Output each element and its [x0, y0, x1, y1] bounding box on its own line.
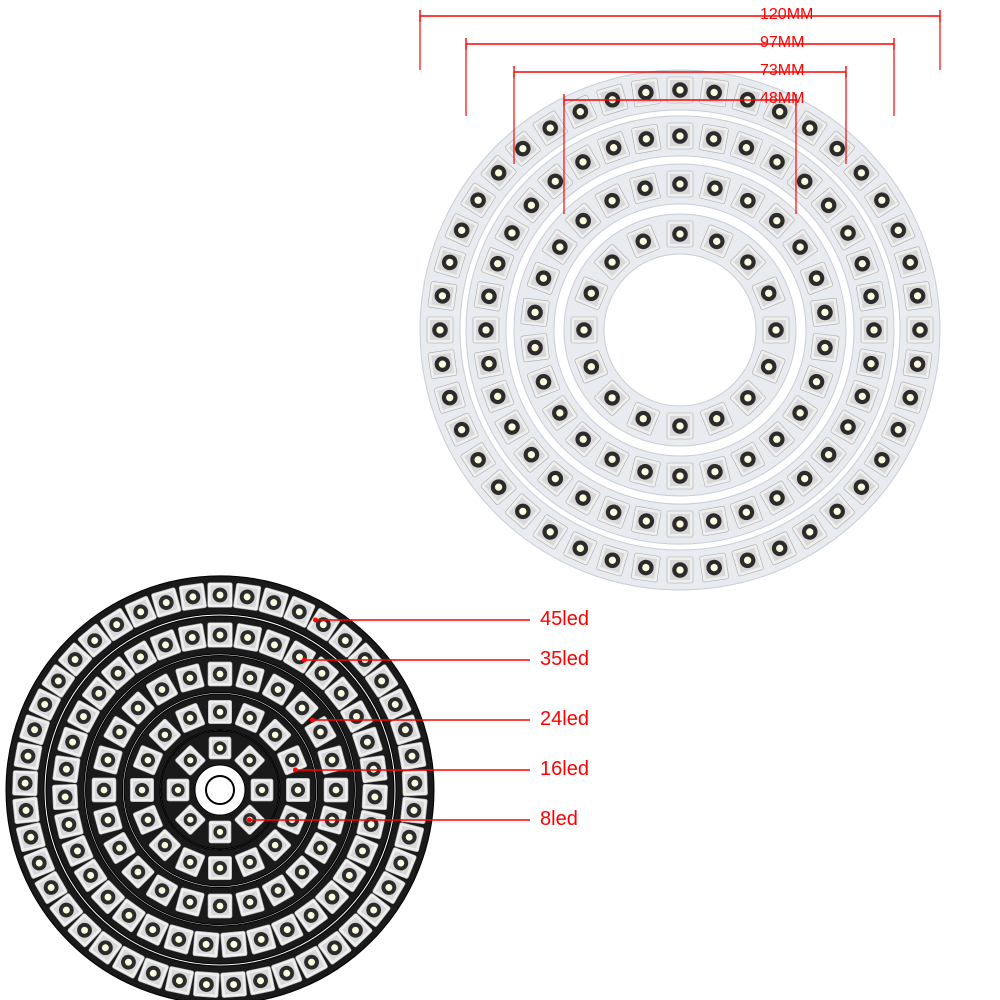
led-chip — [324, 778, 348, 802]
led-chip — [208, 583, 233, 608]
led-chip — [54, 810, 84, 840]
led-chip — [179, 583, 207, 611]
led-chip — [631, 506, 661, 536]
led-chip — [208, 856, 231, 879]
led-chip — [474, 281, 504, 311]
led-chip — [251, 779, 273, 801]
led-chip — [810, 298, 839, 327]
led-chip — [428, 281, 457, 310]
led-count-label: 16led — [540, 758, 589, 781]
led-chip — [12, 770, 38, 796]
pcb-ring — [564, 214, 796, 446]
led-chip — [521, 333, 550, 362]
led-count-label: 24led — [540, 708, 589, 731]
led-chip — [233, 623, 262, 652]
led-chip — [631, 78, 660, 107]
led-chip — [699, 78, 728, 107]
led-chip — [856, 349, 886, 379]
led-chip — [356, 810, 386, 840]
led-chip — [667, 123, 693, 149]
led-chip — [667, 557, 693, 583]
led-chip — [903, 281, 932, 310]
led-count-label: 35led — [540, 648, 589, 671]
led-chip — [220, 971, 246, 997]
led-count-label: 8led — [540, 808, 578, 831]
led-chip — [286, 778, 309, 801]
led-chip — [903, 349, 932, 378]
led-chip — [398, 742, 427, 771]
led-chip — [92, 778, 116, 802]
led-chip — [631, 553, 660, 582]
dimension-label: 97MM — [760, 34, 804, 52]
led-chip — [428, 349, 457, 378]
led-chip — [473, 317, 499, 343]
led-chip — [178, 623, 207, 652]
led-chip — [699, 506, 729, 536]
led-chip — [667, 77, 693, 103]
diagram-canvas — [0, 0, 1000, 1000]
led-count-label: 45led — [540, 608, 589, 631]
led-chip — [763, 317, 789, 343]
led-chip — [810, 333, 839, 362]
led-chip — [362, 784, 388, 810]
led-chip — [861, 317, 887, 343]
led-chip — [130, 778, 153, 801]
led-chip — [402, 770, 428, 796]
led-chip — [360, 755, 388, 783]
led-chip — [631, 124, 661, 154]
led-chip — [220, 931, 247, 958]
led-chip — [427, 317, 453, 343]
led-chip — [667, 463, 693, 489]
led-chip — [52, 784, 78, 810]
led-chip — [856, 281, 886, 311]
led-chip — [699, 553, 728, 582]
dimension-label: 73MM — [760, 62, 804, 80]
led-chip — [53, 755, 81, 783]
led-chip — [233, 583, 261, 611]
led-chip — [246, 966, 275, 995]
led-chip — [209, 821, 231, 843]
led-chip — [209, 737, 231, 759]
led-chip — [667, 171, 693, 197]
led-chip — [571, 317, 597, 343]
led-chip — [208, 662, 232, 686]
led-chip — [208, 623, 233, 648]
led-chip — [165, 966, 194, 995]
led-chip — [907, 317, 933, 343]
led-chip — [667, 221, 693, 247]
led-chip — [193, 971, 219, 997]
dimension-label: 120MM — [760, 6, 813, 24]
center-hole — [206, 776, 234, 804]
led-chip — [667, 413, 693, 439]
led-chip — [474, 349, 504, 379]
led-chip — [667, 511, 693, 537]
led-chip — [12, 797, 39, 824]
dimension-label: 48MM — [760, 90, 804, 108]
led-chip — [521, 298, 550, 327]
led-chip — [699, 124, 729, 154]
led-chip — [208, 894, 232, 918]
led-chip — [193, 931, 220, 958]
led-chip — [167, 779, 189, 801]
led-chip — [208, 700, 231, 723]
led-chip — [14, 742, 43, 771]
